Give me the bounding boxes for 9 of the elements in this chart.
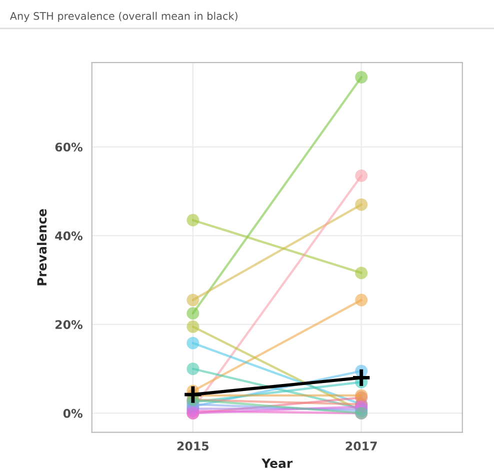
y-tick-label: 60% bbox=[55, 142, 82, 152]
x-tick-label: 2017 bbox=[346, 442, 377, 450]
y-axis-title: Prevalence bbox=[36, 209, 47, 286]
x-tick-label: 2015 bbox=[177, 442, 209, 450]
y-tick-label: 0% bbox=[63, 408, 82, 418]
y-tick-label: 20% bbox=[56, 320, 82, 330]
chart-title: Any STH prevalence (overall mean in black) bbox=[10, 12, 238, 22]
y-tick-label: 40% bbox=[55, 231, 82, 240]
x-axis-title: Year bbox=[262, 458, 293, 468]
